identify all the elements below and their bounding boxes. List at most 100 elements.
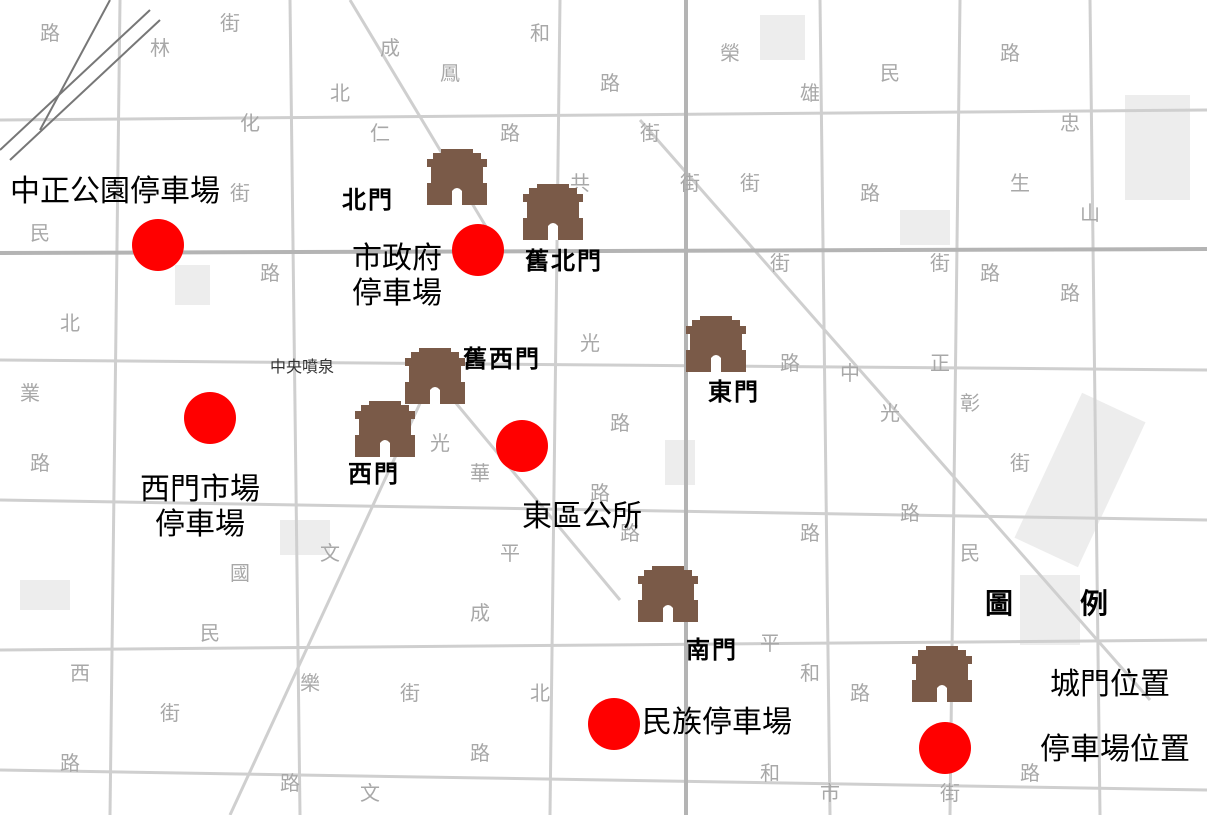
gate-icon-north bbox=[427, 149, 487, 205]
svg-text:街: 街 bbox=[230, 181, 250, 205]
gate-icon-old-west bbox=[405, 348, 465, 404]
parking-icon-city-hall bbox=[452, 224, 504, 276]
parking-icon-minzu bbox=[588, 698, 640, 750]
svg-text:街: 街 bbox=[220, 11, 240, 35]
svg-text:路: 路 bbox=[600, 71, 620, 95]
svg-text:街: 街 bbox=[740, 171, 760, 195]
legend-parking-label: 停車場位置 bbox=[1040, 733, 1190, 768]
parking-label-east-district: 東區公所 bbox=[522, 500, 642, 535]
map-blocks bbox=[20, 15, 1190, 645]
svg-text:文: 文 bbox=[360, 781, 380, 805]
svg-text:街: 街 bbox=[940, 781, 960, 805]
gate-label-west: 西門 bbox=[348, 460, 400, 488]
parking-label-zhongzheng: 中正公園停車場 bbox=[10, 175, 220, 210]
gate-label-old-west: 舊西門 bbox=[463, 345, 541, 373]
svg-text:路: 路 bbox=[780, 351, 800, 375]
svg-text:民: 民 bbox=[30, 221, 50, 245]
svg-text:路: 路 bbox=[1020, 761, 1040, 785]
svg-text:化: 化 bbox=[240, 111, 260, 135]
svg-text:仁: 仁 bbox=[370, 121, 390, 145]
svg-text:民: 民 bbox=[200, 621, 220, 645]
svg-text:市: 市 bbox=[820, 781, 840, 805]
svg-text:正: 正 bbox=[930, 351, 950, 375]
parking-label-minzu: 民族停車場 bbox=[642, 706, 792, 741]
svg-text:路: 路 bbox=[1000, 41, 1020, 65]
svg-text:國: 國 bbox=[230, 561, 250, 585]
gate-icon-south bbox=[638, 566, 698, 622]
svg-text:街: 街 bbox=[1010, 451, 1030, 475]
svg-text:路: 路 bbox=[860, 181, 880, 205]
svg-text:路: 路 bbox=[980, 261, 1000, 285]
parking-icon-zhongzheng bbox=[132, 219, 184, 271]
gate-label-north: 北門 bbox=[342, 186, 394, 214]
svg-text:成: 成 bbox=[470, 601, 490, 625]
svg-text:榮: 榮 bbox=[720, 41, 740, 65]
svg-text:路: 路 bbox=[500, 121, 520, 145]
railway bbox=[0, 0, 160, 160]
svg-text:街: 街 bbox=[770, 251, 790, 275]
gate-icon-west bbox=[355, 401, 415, 457]
parking-label-ximen-market: 西門市場 停車場 bbox=[140, 473, 260, 542]
svg-text:鳳: 鳳 bbox=[440, 61, 460, 85]
legend-parking-icon bbox=[919, 722, 971, 774]
svg-text:文: 文 bbox=[320, 541, 340, 565]
svg-text:路: 路 bbox=[60, 751, 80, 775]
svg-text:雄: 雄 bbox=[800, 81, 820, 105]
svg-text:平: 平 bbox=[500, 541, 520, 565]
svg-text:平: 平 bbox=[760, 631, 780, 655]
svg-text:路: 路 bbox=[280, 771, 300, 795]
svg-text:街: 街 bbox=[400, 681, 420, 705]
svg-text:路: 路 bbox=[260, 261, 280, 285]
svg-text:街: 街 bbox=[160, 701, 180, 725]
svg-text:路: 路 bbox=[900, 501, 920, 525]
parking-label-city-hall-line2: 停車場 bbox=[352, 277, 442, 312]
legend-title-right: 例 bbox=[1080, 588, 1108, 620]
parking-icon-ximen-market bbox=[184, 392, 236, 444]
svg-text:路: 路 bbox=[800, 521, 820, 545]
svg-text:西: 西 bbox=[70, 661, 90, 685]
svg-text:路: 路 bbox=[30, 451, 50, 475]
svg-text:和: 和 bbox=[800, 661, 820, 685]
svg-text:北: 北 bbox=[60, 311, 80, 335]
parking-label-city-hall-line1: 市政府 bbox=[352, 242, 442, 277]
svg-text:光: 光 bbox=[880, 401, 900, 425]
svg-text:和: 和 bbox=[530, 21, 550, 45]
svg-text:華: 華 bbox=[470, 461, 490, 485]
svg-text:光: 光 bbox=[430, 431, 450, 455]
gate-icon-east bbox=[686, 316, 746, 372]
svg-text:路: 路 bbox=[610, 411, 630, 435]
legend-gate-icon bbox=[912, 646, 972, 702]
fountain-label: 中央噴泉 bbox=[270, 358, 334, 376]
svg-text:路: 路 bbox=[1060, 281, 1080, 305]
svg-text:路: 路 bbox=[40, 21, 60, 45]
gate-label-south: 南門 bbox=[686, 636, 738, 664]
svg-text:街: 街 bbox=[680, 171, 700, 195]
parking-label-ximen-line1: 西門市場 bbox=[140, 473, 260, 508]
svg-text:業: 業 bbox=[20, 381, 40, 405]
svg-text:林: 林 bbox=[150, 36, 170, 60]
legend-gate-label: 城門位置 bbox=[1050, 668, 1170, 703]
gate-icon-old-north bbox=[523, 184, 583, 240]
svg-text:民: 民 bbox=[960, 541, 980, 565]
svg-text:和: 和 bbox=[760, 761, 780, 785]
svg-text:民: 民 bbox=[880, 61, 900, 85]
svg-text:路: 路 bbox=[470, 741, 490, 765]
parking-label-ximen-line2: 停車場 bbox=[140, 508, 260, 543]
svg-text:北: 北 bbox=[330, 81, 350, 105]
svg-text:樂: 樂 bbox=[300, 671, 320, 695]
parking-icon-east-district bbox=[496, 420, 548, 472]
svg-text:山: 山 bbox=[1080, 201, 1100, 225]
svg-text:生: 生 bbox=[1010, 171, 1030, 195]
svg-text:路: 路 bbox=[850, 681, 870, 705]
legend-title-left: 圖 bbox=[985, 588, 1013, 620]
svg-text:街: 街 bbox=[930, 251, 950, 275]
svg-text:彰: 彰 bbox=[960, 391, 980, 415]
gate-label-old-north: 舊北門 bbox=[525, 247, 603, 275]
svg-text:北: 北 bbox=[530, 681, 550, 705]
svg-text:中: 中 bbox=[840, 361, 860, 385]
parking-label-city-hall: 市政府 停車場 bbox=[352, 242, 442, 311]
svg-text:街: 街 bbox=[640, 121, 660, 145]
